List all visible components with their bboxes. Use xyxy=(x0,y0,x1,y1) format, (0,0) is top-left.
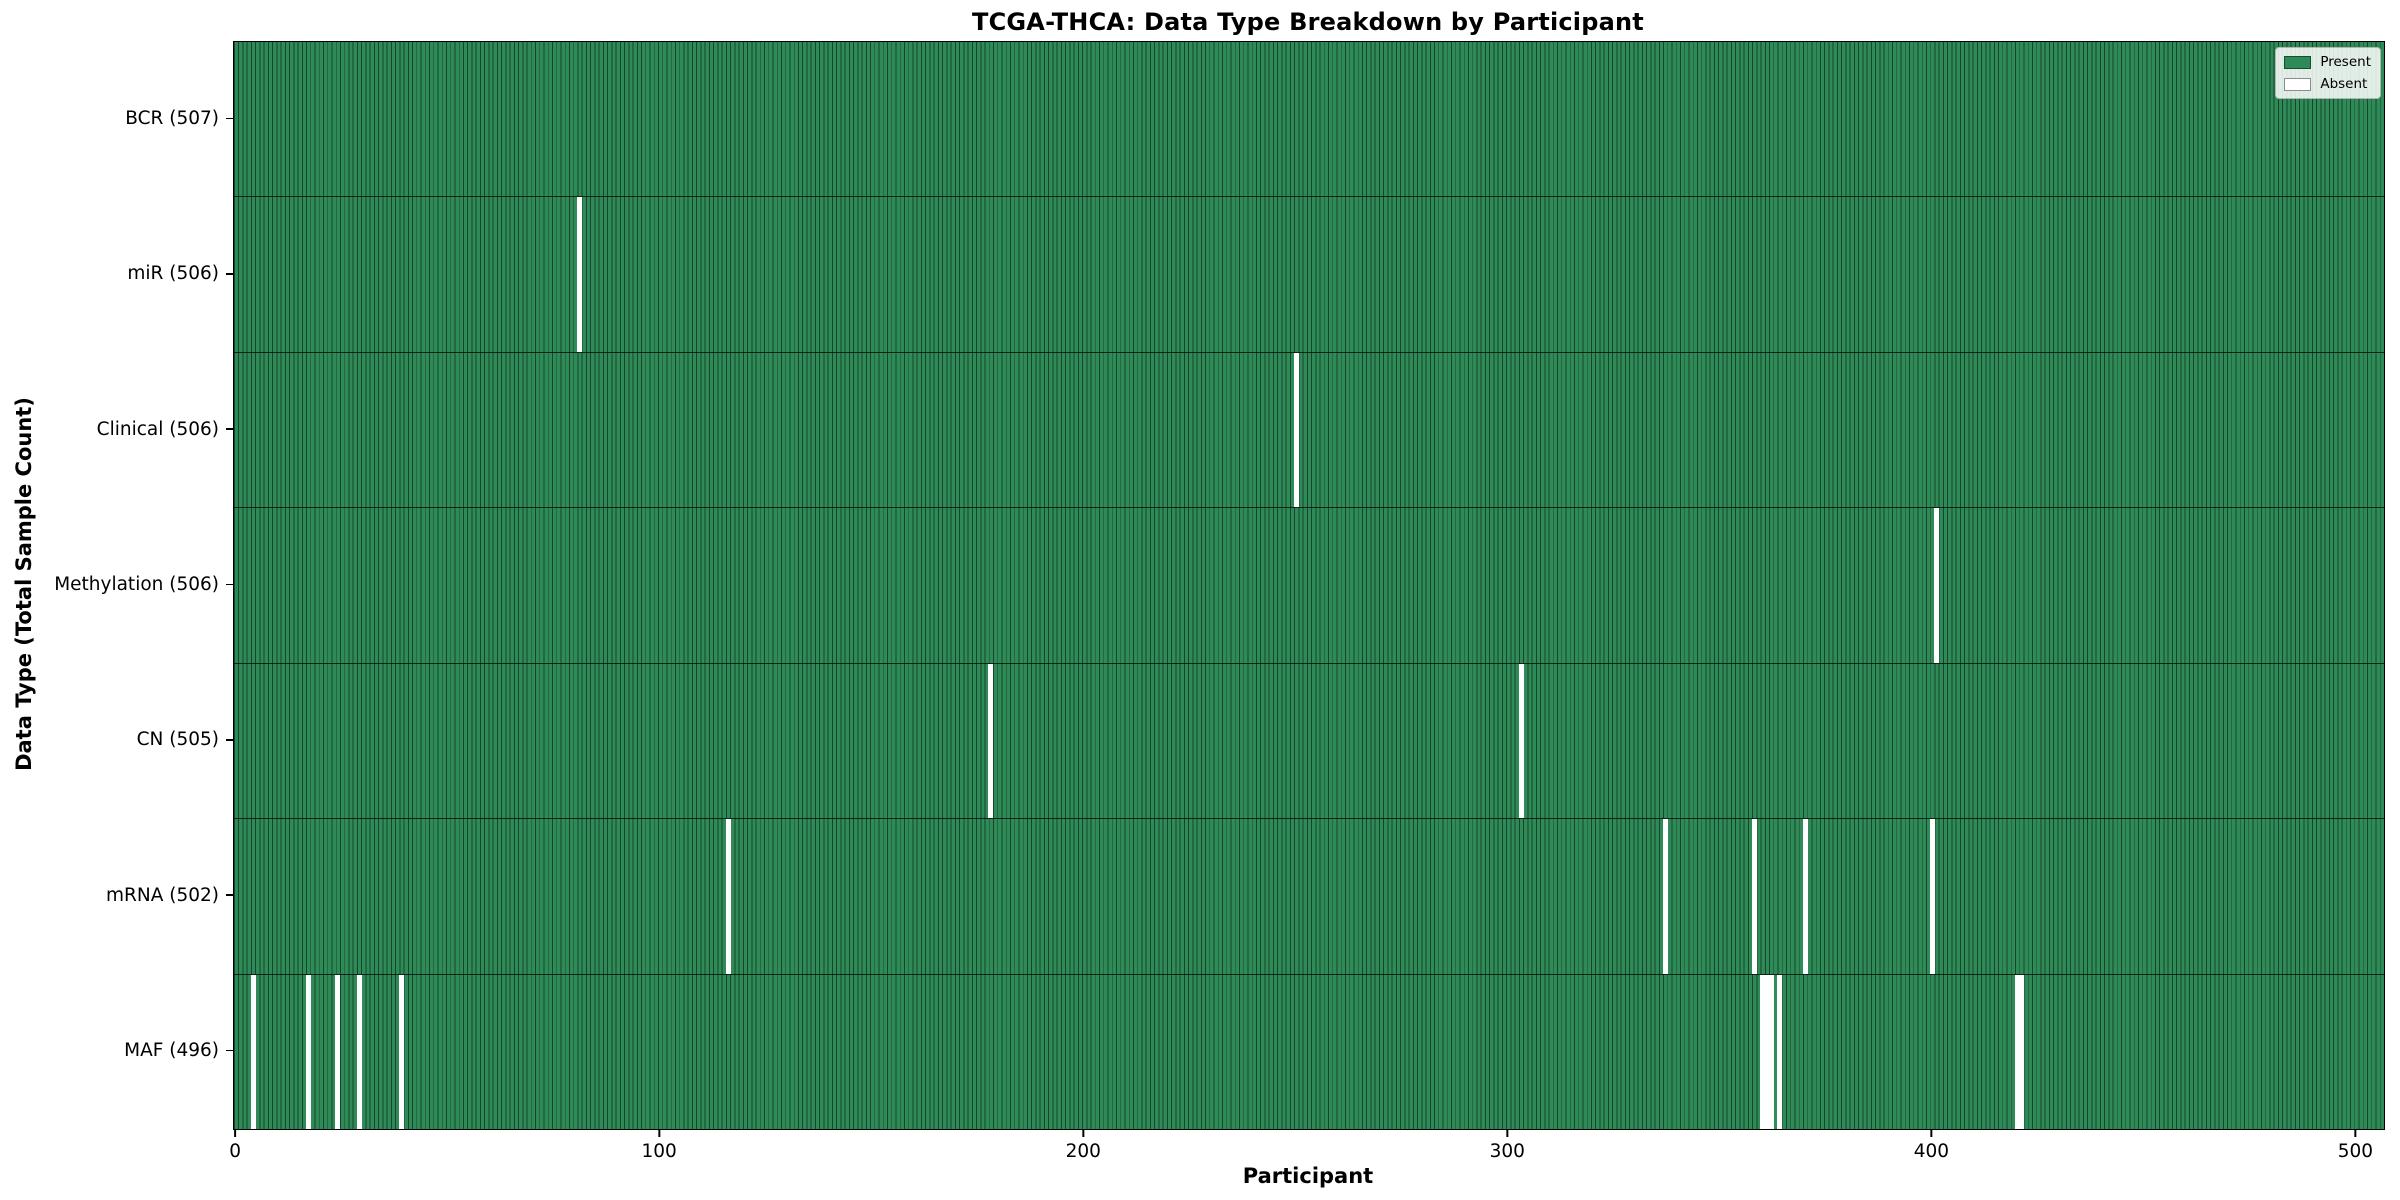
y-tick-cn: CN (505) xyxy=(0,662,233,817)
absent-stripe xyxy=(1934,508,1940,663)
x-tick-label: 100 xyxy=(641,1141,677,1162)
y-tick-mark xyxy=(226,273,233,275)
y-tick-mark xyxy=(226,117,233,120)
x-tick-mark xyxy=(658,1129,660,1137)
y-tick-label: BCR (507) xyxy=(125,108,219,130)
x-tick-100: 100 xyxy=(642,1129,677,1162)
absent-stripe xyxy=(356,974,362,1129)
x-tick-200: 200 xyxy=(1066,1129,1101,1162)
x-tick-300: 300 xyxy=(1490,1129,1525,1162)
x-tick-mark xyxy=(1930,1129,1933,1137)
y-tick-methylation: Methylation (506) xyxy=(0,507,233,662)
x-tick-mark xyxy=(1082,1129,1085,1137)
absent-stripe xyxy=(1764,974,1770,1129)
absent-stripe xyxy=(1518,663,1524,819)
absent-stripe xyxy=(577,197,583,352)
absent-stripe xyxy=(398,974,405,1129)
row-methylation xyxy=(234,508,2384,664)
y-tick-label: mRNA (502) xyxy=(106,884,219,906)
absent-stripe xyxy=(1768,974,1774,1129)
legend-label: Present xyxy=(2320,54,2371,70)
y-tick-bcr: BCR (507) xyxy=(0,41,233,196)
row-bcr xyxy=(234,42,2384,198)
legend-swatch-present xyxy=(2284,55,2312,69)
legend: Present Absent xyxy=(2275,47,2381,99)
row-mir xyxy=(234,197,2384,353)
row-clinical xyxy=(234,352,2384,509)
plot-area xyxy=(233,41,2385,1130)
absent-stripe xyxy=(1662,819,1668,974)
absent-stripe xyxy=(1777,974,1783,1129)
x-tick-label: 500 xyxy=(2337,1141,2374,1162)
absent-stripe xyxy=(335,974,341,1129)
legend-entry-present: Present xyxy=(2284,54,2371,70)
absent-stripe xyxy=(2014,974,2020,1129)
legend-swatch-absent xyxy=(2284,77,2312,91)
absent-stripe xyxy=(1293,352,1299,508)
y-tick-label: CN (505) xyxy=(136,729,219,751)
absent-stripe xyxy=(1760,974,1766,1129)
y-tick-label: Clinical (506) xyxy=(96,418,219,440)
y-tick-label: MAF (496) xyxy=(124,1039,219,1061)
absent-stripe xyxy=(250,974,256,1129)
absent-stripe xyxy=(1751,819,1757,974)
x-tick-label: 200 xyxy=(1065,1141,1101,1162)
y-tick-mark xyxy=(226,583,233,586)
absent-stripe xyxy=(1802,819,1808,974)
x-tick-mark xyxy=(1506,1129,1509,1137)
y-tick-mark xyxy=(226,738,233,741)
x-axis-label: Participant xyxy=(1242,1164,1374,1188)
y-tick-mark xyxy=(226,894,233,896)
x-tick-label: 300 xyxy=(1489,1141,1525,1162)
x-tick-500: 500 xyxy=(2338,1129,2373,1162)
x-tick-400: 400 xyxy=(1914,1129,1949,1162)
y-tick-maf: MAF (496) xyxy=(0,973,233,1128)
x-tick-label: 0 xyxy=(229,1141,241,1162)
x-tick-0: 0 xyxy=(229,1129,241,1162)
absent-stripe xyxy=(725,819,731,974)
legend-entry-absent: Absent xyxy=(2284,76,2371,92)
row-maf xyxy=(234,974,2384,1129)
y-tick-mark xyxy=(226,428,233,430)
absent-stripe xyxy=(1929,819,1935,974)
y-tick-mir: miR (506) xyxy=(0,196,233,351)
absent-stripe xyxy=(988,663,994,819)
y-tick-label: miR (506) xyxy=(127,263,219,285)
y-tick-mrna: mRNA (502) xyxy=(0,817,233,972)
absent-stripe xyxy=(2018,974,2024,1129)
y-tick-label: Methylation (506) xyxy=(54,573,219,595)
x-tick-mark xyxy=(2354,1129,2357,1137)
legend-label: Absent xyxy=(2320,76,2368,92)
x-tick-mark xyxy=(234,1129,236,1137)
chart-title: TCGA-THCA: Data Type Breakdown by Partic… xyxy=(972,8,1644,36)
row-cn xyxy=(234,663,2384,820)
y-tick-labels: BCR (507) miR (506) Clinical (506) Methylat… xyxy=(0,41,233,1128)
absent-stripe xyxy=(305,974,311,1129)
y-tick-clinical: Clinical (506) xyxy=(0,352,233,507)
row-mrna xyxy=(234,819,2384,975)
y-tick-mark xyxy=(226,1049,233,1052)
x-tick-labels: 0 100 200 300 400 500 xyxy=(229,1129,2383,1171)
x-tick-label: 400 xyxy=(1913,1141,1950,1162)
